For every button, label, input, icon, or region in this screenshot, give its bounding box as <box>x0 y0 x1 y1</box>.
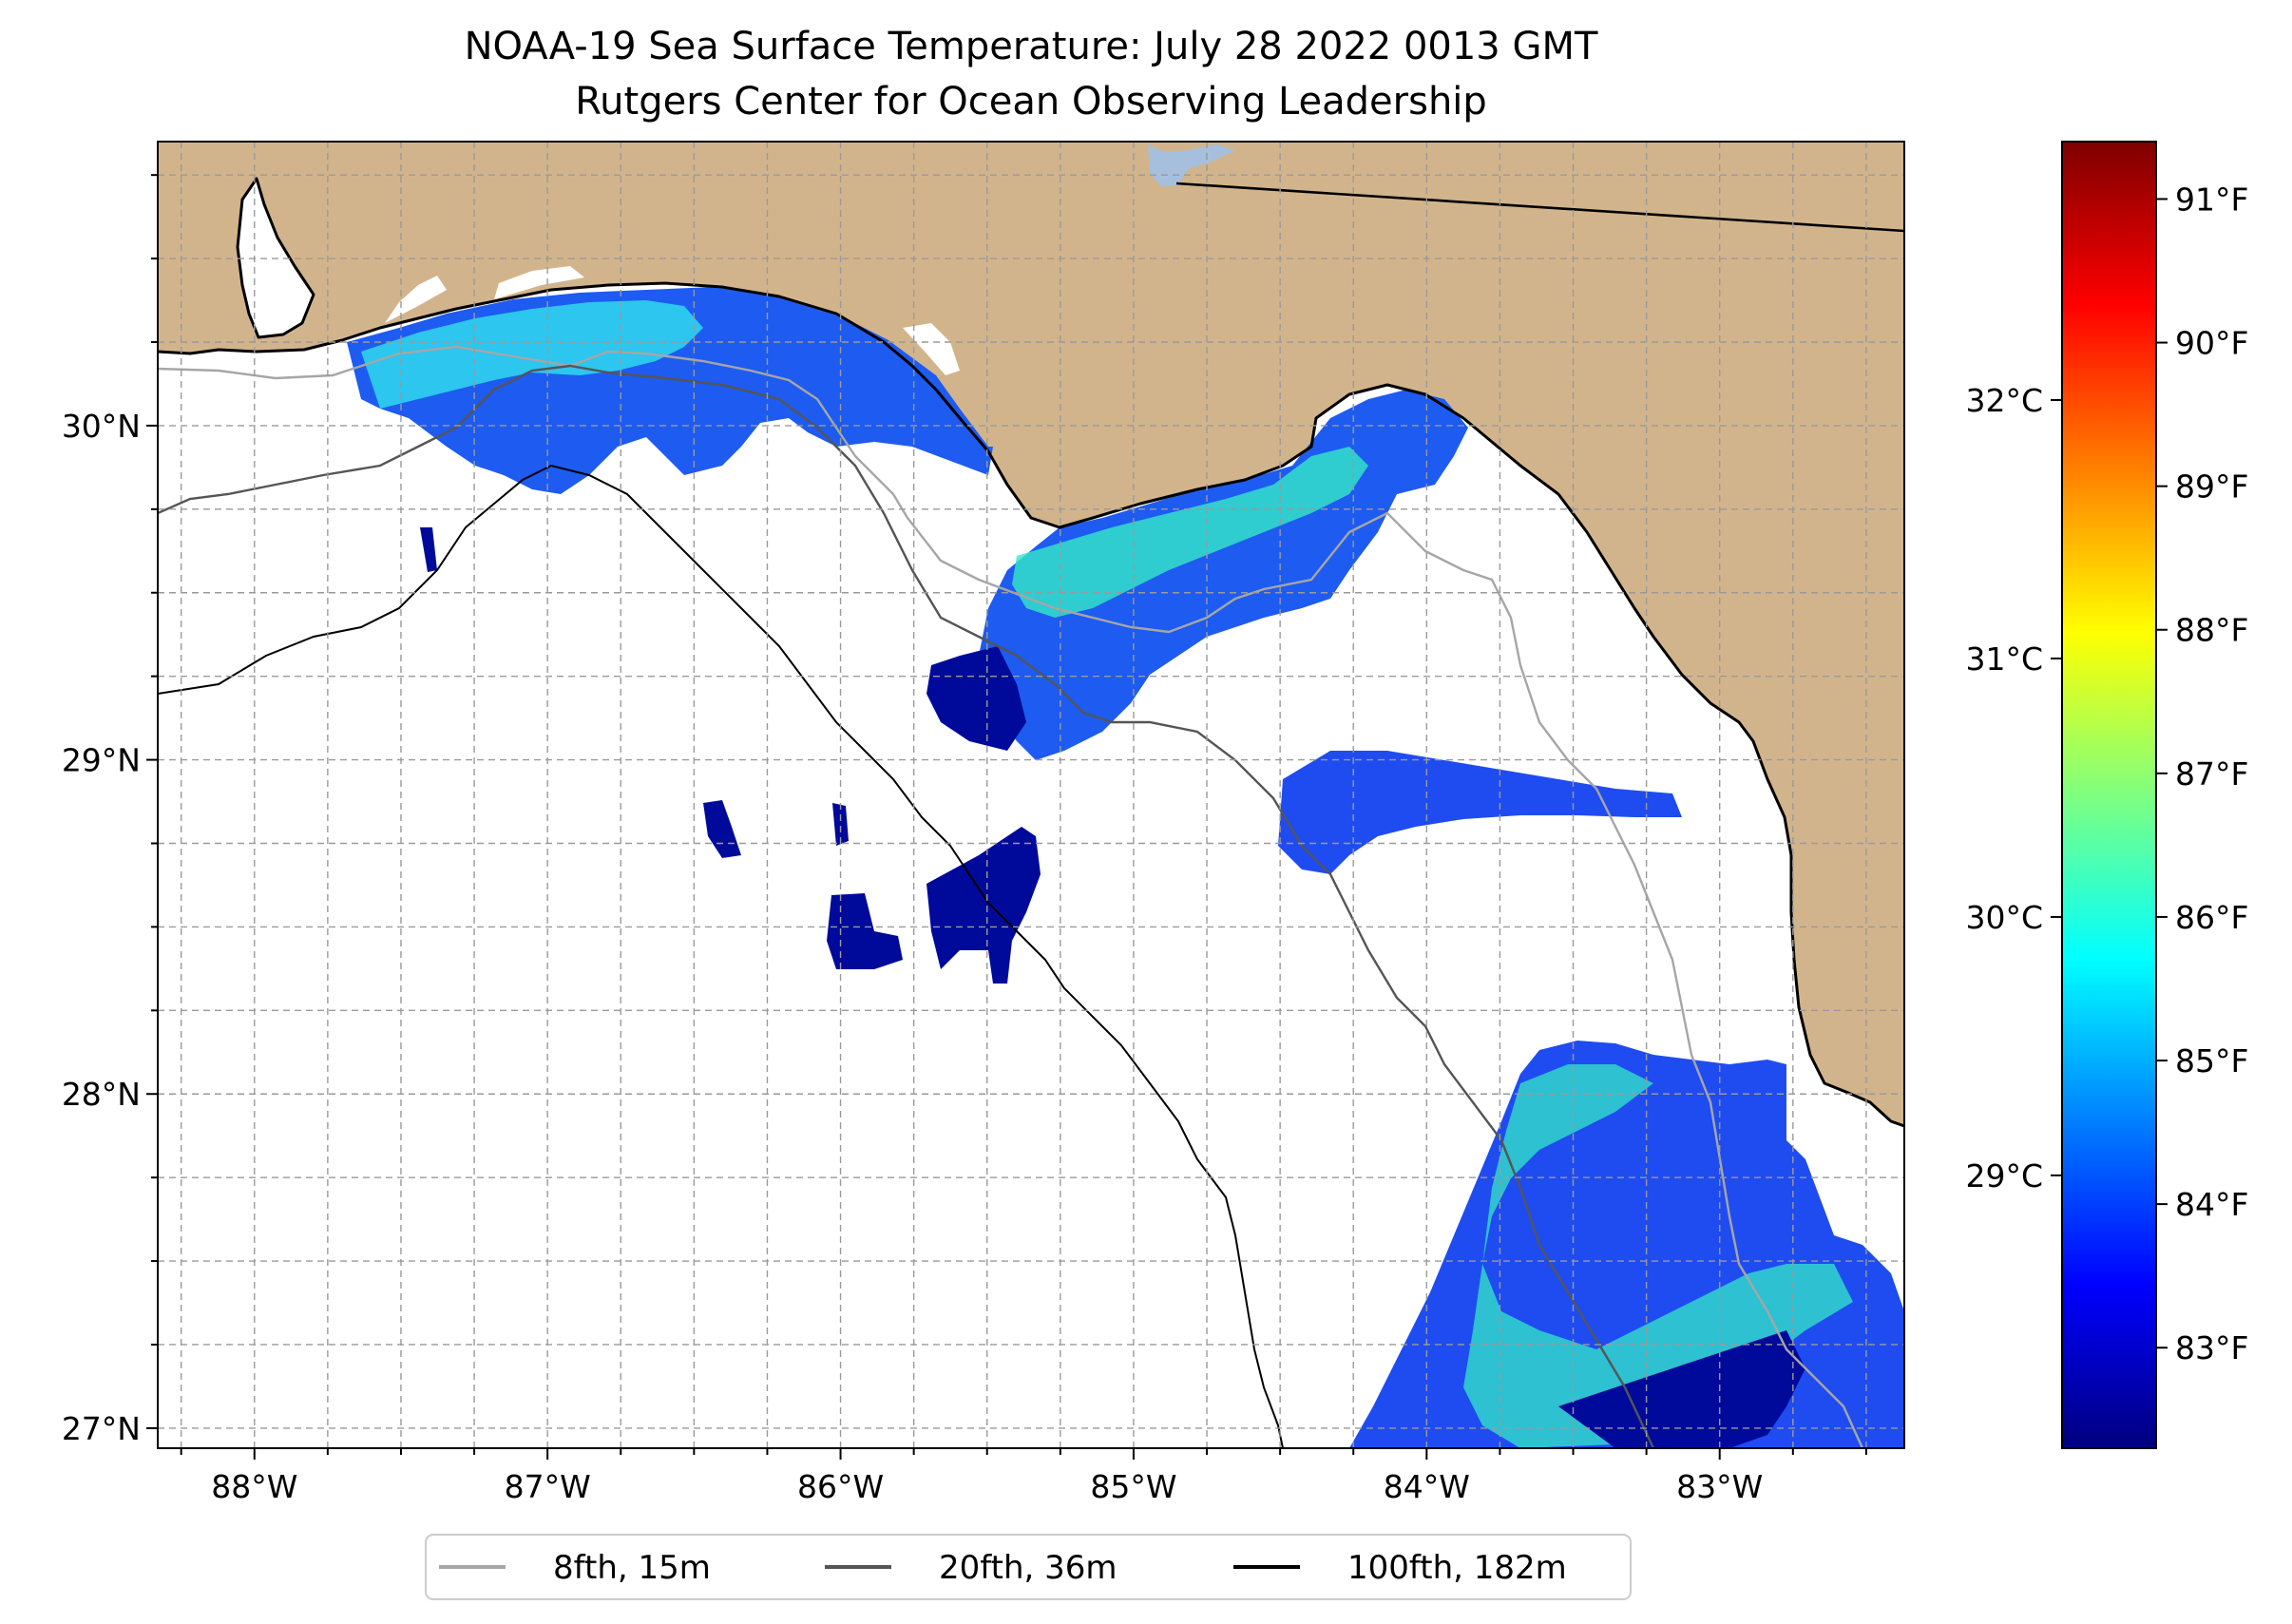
latitude-axis: 30°N 29°N 28°N 27°N <box>62 174 158 1447</box>
map-title-line2: Rutgers Center for Ocean Observing Leade… <box>575 80 1487 124</box>
lat-tick-label: 27°N <box>62 1410 141 1447</box>
legend-label: 8fth, 15m <box>553 1549 711 1587</box>
sst-patch-tampa-deep <box>1558 1330 1805 1448</box>
lat-tick-label: 30°N <box>62 408 141 445</box>
sst-patch-panhandle-warm <box>361 300 703 409</box>
celsius-tick-label: 32°C <box>1965 382 2043 419</box>
fahrenheit-tick-label: 90°F <box>2175 325 2248 362</box>
colorbar-celsius-axis: 32°C 31°C 30°C 29°C <box>1965 382 2062 1194</box>
sst-patch-offshore5 <box>420 527 437 572</box>
lon-tick-label: 87°W <box>505 1468 591 1505</box>
celsius-tick-label: 31°C <box>1965 640 2043 678</box>
colorbar <box>2061 141 2157 1449</box>
sst-patch-offshore3 <box>827 893 903 969</box>
sst-patch-cedar-key <box>1278 751 1682 874</box>
celsius-tick-label: 29°C <box>1965 1157 2043 1194</box>
legend-box <box>425 1534 1632 1600</box>
isobath-20fth <box>158 364 1655 1448</box>
pensacola-bay <box>385 276 447 323</box>
coastline <box>158 281 1904 1128</box>
fahrenheit-tick-label: 85°F <box>2175 1042 2248 1079</box>
fahrenheit-tick-label: 83°F <box>2175 1329 2248 1366</box>
sst-patch-bigbend-warm <box>1012 447 1368 618</box>
lat-tick-label: 29°N <box>62 742 141 779</box>
sst-patch-offshore2 <box>832 803 849 846</box>
longitude-axis: 88°W 87°W 86°W 85°W 84°W 83°W <box>180 1448 1867 1505</box>
isobath-8fth <box>158 345 1864 1448</box>
colorbar-fahrenheit-axis: 91°F 90°F 89°F 88°F 87°F 86°F 85°F 84°F 83°F <box>2156 181 2248 1366</box>
lon-tick-label: 88°W <box>211 1468 297 1505</box>
map-frame <box>157 141 1905 1449</box>
fahrenheit-tick-label: 89°F <box>2175 468 2248 506</box>
land-north-coast <box>158 142 1904 1126</box>
fahrenheit-tick-label: 88°F <box>2175 612 2248 649</box>
choctawhatchee-bay <box>494 266 584 299</box>
celsius-tick-label: 30°C <box>1965 899 2043 936</box>
lon-tick-label: 83°W <box>1676 1468 1763 1505</box>
lon-tick-label: 85°W <box>1090 1468 1176 1505</box>
isobath-100fth <box>158 464 1284 1448</box>
st-joseph-bay <box>903 323 960 375</box>
sst-data-layer <box>347 287 1904 1448</box>
fahrenheit-tick-label: 84°F <box>2175 1186 2248 1223</box>
lon-tick-label: 84°W <box>1384 1468 1470 1505</box>
map-title-line1: NOAA-19 Sea Surface Temperature: July 28… <box>465 25 1598 68</box>
fahrenheit-tick-label: 87°F <box>2175 755 2248 793</box>
gridlines <box>158 142 1904 1448</box>
legend-label: 100fth, 182m <box>1347 1549 1567 1587</box>
fahrenheit-tick-label: 86°F <box>2175 899 2248 936</box>
fahrenheit-tick-label: 91°F <box>2175 181 2248 218</box>
isobath-legend: 8fth, 15m 20fth, 36m 100fth, 182m <box>425 1534 1632 1600</box>
legend-label: 20fth, 36m <box>939 1549 1117 1587</box>
map-area <box>158 142 1904 1448</box>
lon-tick-label: 86°W <box>797 1468 884 1505</box>
sst-patch-deep1 <box>926 646 1026 751</box>
inland-lake <box>1148 144 1235 186</box>
state-border <box>1175 182 1904 233</box>
sst-patch-offshore4 <box>926 827 1041 984</box>
lat-tick-label: 28°N <box>62 1076 141 1113</box>
mobile-bay-outline <box>236 177 315 339</box>
